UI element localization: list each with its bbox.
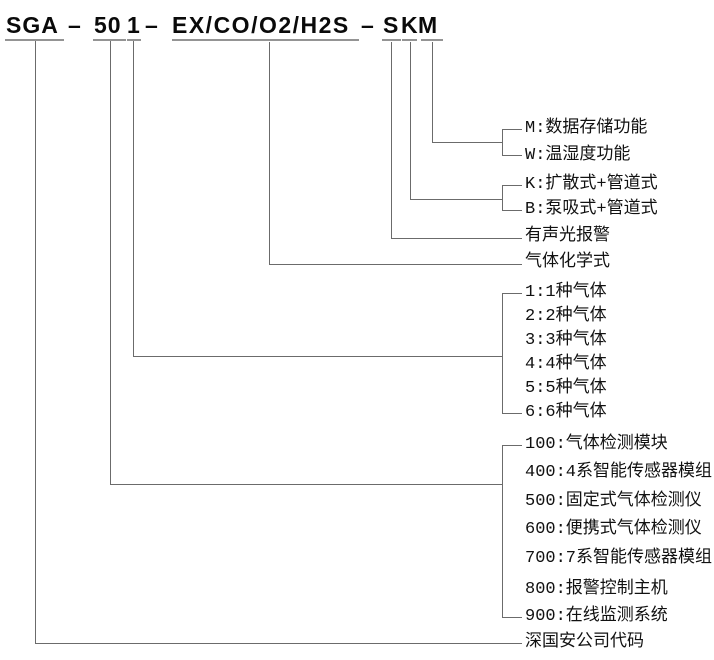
connector-company-horizontal xyxy=(35,643,522,644)
series-code-sub: 1 xyxy=(127,12,141,38)
label-gas-count-3: 3:3种气体 xyxy=(525,331,607,350)
connector-gas-types-vertical xyxy=(269,42,270,264)
label-gas-count-1: 1:1种气体 xyxy=(525,283,607,302)
bracket-mw-tick-bottom xyxy=(502,155,522,156)
bracket-mw-vertical xyxy=(502,129,503,156)
label-series-400: 400:4系智能传感器模组 xyxy=(525,463,713,482)
connector-option-m-horizontal xyxy=(432,142,503,143)
series-code-main: 50 xyxy=(94,12,122,38)
label-option-m-storage: M:数据存储功能 xyxy=(525,119,648,138)
option-code-s: S xyxy=(383,12,400,38)
option-code-m: M xyxy=(418,12,439,38)
label-gas-chemical-formula: 气体化学式 xyxy=(525,253,610,272)
label-option-k-diffusion: K:扩散式+管道式 xyxy=(525,175,658,194)
bracket-kb-vertical xyxy=(502,185,503,211)
label-option-b-pump: B:泵吸式+管道式 xyxy=(525,200,658,219)
connector-series-main-vertical xyxy=(110,41,111,484)
label-series-800: 800:报警控制主机 xyxy=(525,580,668,599)
underline-series-main xyxy=(93,39,126,41)
connector-series-main-horizontal xyxy=(110,484,503,485)
connector-option-m-vertical xyxy=(432,42,433,142)
bracket-gas-count-vertical xyxy=(502,293,503,414)
connector-company-vertical xyxy=(35,41,36,643)
label-series-100: 100:气体检测模块 xyxy=(525,435,668,454)
bracket-product-series-tick-top xyxy=(502,445,522,446)
label-sound-light-alarm: 有声光报警 xyxy=(525,227,610,246)
connector-option-k-vertical xyxy=(410,42,411,199)
connector-option-k-horizontal xyxy=(410,199,503,200)
underline-option-s xyxy=(382,39,401,41)
label-company-code: 深国安公司代码 xyxy=(525,633,644,652)
bracket-gas-count-tick-top xyxy=(502,293,522,294)
bracket-product-series-vertical xyxy=(502,445,503,618)
dash-separator-1: – xyxy=(68,12,81,38)
label-gas-count-6: 6:6种气体 xyxy=(525,403,607,422)
underline-series-sub xyxy=(127,39,141,41)
underline-option-m xyxy=(421,39,443,41)
underline-option-k xyxy=(402,39,417,41)
company-code-text: SGA xyxy=(6,12,59,38)
dash-separator-2: – xyxy=(145,12,158,38)
connector-option-s-horizontal xyxy=(391,238,522,239)
gas-types-code: EX/CO/O2/H2S xyxy=(172,12,350,38)
bracket-product-series-tick-bottom xyxy=(502,617,522,618)
label-option-w-humidity: W:温湿度功能 xyxy=(525,146,631,165)
label-series-600: 600:便携式气体检测仪 xyxy=(525,520,702,539)
connector-series-sub-horizontal xyxy=(133,356,503,357)
connector-gas-types-horizontal xyxy=(269,264,522,265)
label-series-700: 700:7系智能传感器模组 xyxy=(525,549,713,568)
bracket-kb-tick-top xyxy=(502,185,522,186)
label-series-900: 900:在线监测系统 xyxy=(525,607,668,626)
connector-series-sub-vertical xyxy=(133,41,134,356)
bracket-mw-tick-top xyxy=(502,129,522,130)
option-code-k: K xyxy=(401,12,419,38)
bracket-gas-count-tick-bottom xyxy=(502,413,522,414)
bracket-kb-tick-bottom xyxy=(502,210,522,211)
label-gas-count-4: 4:4种气体 xyxy=(525,355,607,374)
underline-company-code xyxy=(5,39,64,41)
label-gas-count-5: 5:5种气体 xyxy=(525,379,607,398)
underline-gas-types xyxy=(172,39,359,41)
connector-option-s-vertical xyxy=(391,42,392,238)
dash-separator-3: – xyxy=(361,12,374,38)
label-gas-count-2: 2:2种气体 xyxy=(525,307,607,326)
label-series-500: 500:固定式气体检测仪 xyxy=(525,492,702,511)
